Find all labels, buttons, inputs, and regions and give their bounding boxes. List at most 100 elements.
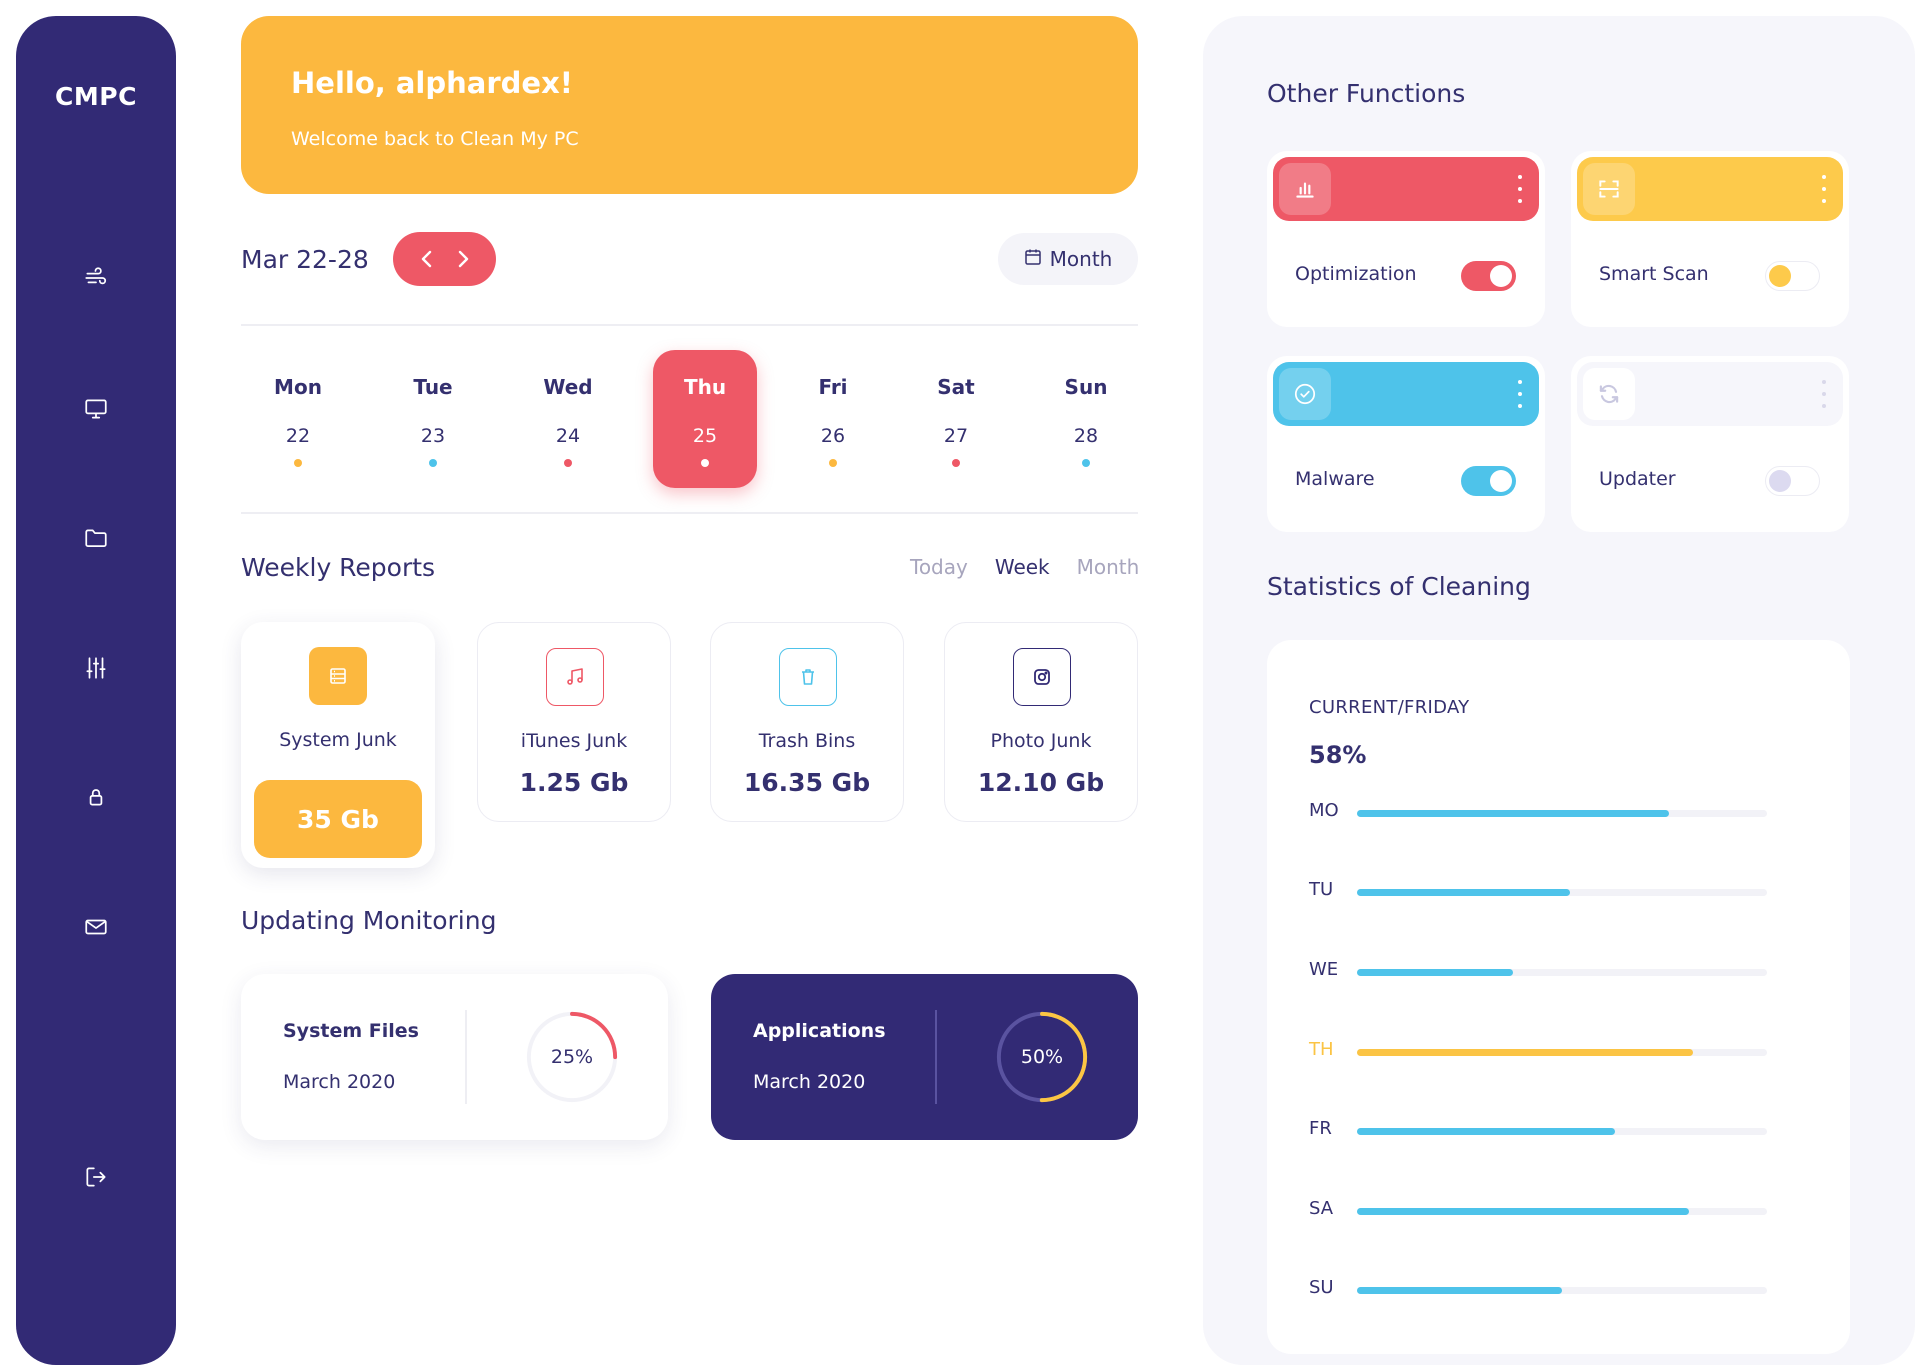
day-name: Sat xyxy=(937,375,975,399)
chevron-left-icon[interactable] xyxy=(417,246,437,272)
function-card-updater[interactable]: Updater xyxy=(1571,356,1849,532)
stat-day: FR xyxy=(1309,1118,1332,1139)
report-card-itunes-junk[interactable]: iTunes Junk 1.25 Gb xyxy=(477,622,671,822)
stat-track xyxy=(1357,969,1767,976)
day-date: 26 xyxy=(820,425,846,447)
function-card-optimization[interactable]: Optimization xyxy=(1267,151,1545,327)
mail-icon[interactable] xyxy=(71,902,121,952)
report-name: System Junk xyxy=(279,729,397,751)
sidebar: CMPC xyxy=(16,16,176,1365)
report-value: 12.10 Gb xyxy=(977,768,1105,797)
welcome-title: Hello, alphardex! xyxy=(291,66,573,100)
updating-monitoring-title: Updating Monitoring xyxy=(241,906,497,935)
stat-track xyxy=(1357,1049,1767,1056)
month-view-button[interactable]: Month xyxy=(998,233,1138,285)
optimization-toggle[interactable] xyxy=(1461,261,1516,291)
day-date: 23 xyxy=(420,425,446,447)
app-logo: CMPC xyxy=(55,82,137,111)
day-name: Mon xyxy=(274,375,322,399)
sliders-icon[interactable] xyxy=(71,643,121,693)
lock-icon[interactable] xyxy=(71,772,121,822)
report-card-system-junk[interactable]: System Junk 35 Gb xyxy=(241,622,435,868)
report-value: 1.25 Gb xyxy=(519,768,629,797)
scan-icon xyxy=(1583,163,1635,215)
chevron-right-icon[interactable] xyxy=(453,246,473,272)
stat-bar xyxy=(1357,810,1669,817)
statistics-card: CURRENT/FRIDAY 58% MO TU WE TH FR SA SU xyxy=(1267,640,1850,1354)
day-date: 24 xyxy=(555,425,581,447)
day-date: 27 xyxy=(943,425,969,447)
stat-track xyxy=(1357,1208,1767,1215)
check-circle-icon xyxy=(1279,368,1331,420)
stat-row-fr: FR xyxy=(1309,1118,1769,1148)
more-vertical-icon[interactable] xyxy=(1819,380,1829,408)
day-sat[interactable]: Sat 27 xyxy=(904,350,1008,488)
report-card-trash-bins[interactable]: Trash Bins 16.35 Gb xyxy=(710,622,904,822)
stat-track xyxy=(1357,810,1767,817)
refresh-icon xyxy=(1583,368,1635,420)
function-label: Updater xyxy=(1599,468,1676,490)
report-name: Photo Junk xyxy=(990,730,1092,752)
filter-month[interactable]: Month xyxy=(1076,555,1140,579)
instagram-icon xyxy=(1013,648,1071,706)
smart-scan-toggle[interactable] xyxy=(1765,261,1820,291)
more-vertical-icon[interactable] xyxy=(1819,175,1829,203)
monitor-card-system-files[interactable]: System Files March 2020 25% xyxy=(241,974,668,1140)
updater-toggle[interactable] xyxy=(1765,466,1820,496)
stat-row-th: TH xyxy=(1309,1039,1769,1069)
stat-bar xyxy=(1357,1287,1562,1294)
report-value: 35 Gb xyxy=(254,780,422,858)
trash-icon xyxy=(779,648,837,706)
logout-icon[interactable] xyxy=(71,1152,121,1202)
day-date: 22 xyxy=(285,425,311,447)
monitor-icon[interactable] xyxy=(71,384,121,434)
stat-row-sa: SA xyxy=(1309,1198,1769,1228)
toggle-knob xyxy=(1490,265,1512,287)
monitor-date: March 2020 xyxy=(283,1071,396,1093)
monitor-date: March 2020 xyxy=(753,1071,866,1093)
more-vertical-icon[interactable] xyxy=(1515,175,1525,203)
function-card-malware[interactable]: Malware xyxy=(1267,356,1545,532)
monitor-title: Applications xyxy=(753,1020,886,1042)
day-date: 28 xyxy=(1073,425,1099,447)
day-sun[interactable]: Sun 28 xyxy=(1034,350,1138,488)
monitor-title: System Files xyxy=(283,1020,419,1042)
day-name: Fri xyxy=(818,375,848,399)
event-dot xyxy=(1082,459,1090,467)
report-card-photo-junk[interactable]: Photo Junk 12.10 Gb xyxy=(944,622,1138,822)
function-header xyxy=(1577,157,1843,221)
day-tue[interactable]: Tue 23 xyxy=(381,350,485,488)
day-name: Sun xyxy=(1064,375,1108,399)
filter-week[interactable]: Week xyxy=(994,555,1050,579)
function-header xyxy=(1273,157,1539,221)
folder-icon[interactable] xyxy=(71,513,121,563)
day-thu[interactable]: Thu 25 xyxy=(653,350,757,488)
malware-toggle[interactable] xyxy=(1461,466,1516,496)
filter-today[interactable]: Today xyxy=(910,555,968,579)
stat-row-mo: MO xyxy=(1309,800,1769,830)
stat-row-tu: TU xyxy=(1309,879,1769,909)
bar-chart-icon xyxy=(1279,163,1331,215)
welcome-subtitle: Welcome back to Clean My PC xyxy=(291,128,579,150)
more-vertical-icon[interactable] xyxy=(1515,380,1525,408)
monitor-card-applications[interactable]: Applications March 2020 50% xyxy=(711,974,1138,1140)
stat-day: SA xyxy=(1309,1198,1334,1219)
day-date: 25 xyxy=(692,425,718,447)
day-name: Thu xyxy=(683,375,727,399)
day-mon[interactable]: Mon 22 xyxy=(246,350,350,488)
wind-icon[interactable] xyxy=(71,253,121,303)
event-dot xyxy=(952,459,960,467)
stat-row-we: WE xyxy=(1309,959,1769,989)
day-fri[interactable]: Fri 26 xyxy=(781,350,885,488)
function-label: Malware xyxy=(1295,468,1375,490)
event-dot xyxy=(564,459,572,467)
function-label: Optimization xyxy=(1295,263,1417,285)
day-wed[interactable]: Wed 24 xyxy=(516,350,620,488)
report-name: Trash Bins xyxy=(758,730,856,752)
stat-bar xyxy=(1357,1208,1690,1215)
stat-bar xyxy=(1357,1049,1694,1056)
statistics-title: Statistics of Cleaning xyxy=(1267,572,1531,601)
function-header xyxy=(1273,362,1539,426)
function-card-smart-scan[interactable]: Smart Scan xyxy=(1571,151,1849,327)
statistics-percent: 58% xyxy=(1309,741,1367,769)
